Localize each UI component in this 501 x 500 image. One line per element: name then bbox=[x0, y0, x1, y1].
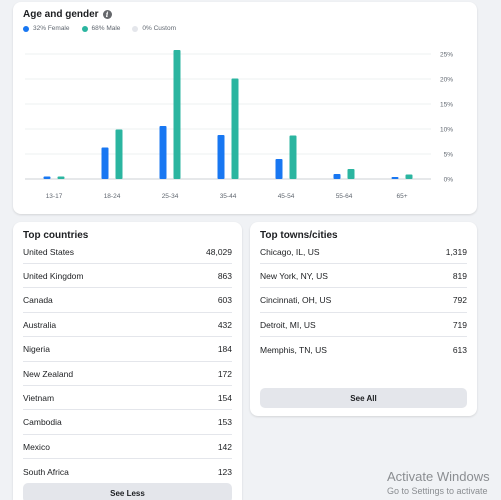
x-tick-label: 65+ bbox=[396, 193, 407, 200]
top-cities-card: Top towns/cities Chicago, IL, US 1,319 New… bbox=[250, 222, 477, 416]
x-tick-label: 18-24 bbox=[104, 193, 121, 200]
list-item-name: South Africa bbox=[23, 466, 69, 477]
bar-male-25-34[interactable] bbox=[173, 50, 181, 179]
x-tick-label: 45-54 bbox=[278, 193, 295, 200]
list-item-value: 603 bbox=[217, 295, 232, 306]
x-tick-label: 13-17 bbox=[46, 193, 63, 200]
bar-female-55-64[interactable] bbox=[333, 174, 341, 179]
legend-label-custom: 0% Custom bbox=[142, 25, 177, 32]
list-item-value: 172 bbox=[217, 368, 232, 379]
list-item-name: Vietnam bbox=[23, 392, 55, 403]
list-item: South Africa 123 bbox=[23, 460, 232, 484]
list-item-name: Chicago, IL, US bbox=[260, 246, 320, 257]
see-less-button[interactable]: See Less bbox=[23, 483, 232, 500]
bar-female-13-17[interactable] bbox=[43, 176, 51, 180]
list-item: Nigeria 184 bbox=[23, 338, 232, 362]
legend-dot-female bbox=[23, 25, 29, 32]
bar-male-35-44[interactable] bbox=[231, 78, 239, 180]
list-item: New Zealand 172 bbox=[23, 362, 232, 386]
list-item-name: Detroit, MI, US bbox=[260, 319, 316, 330]
bar-female-18-24[interactable] bbox=[101, 147, 109, 180]
list-item: United Kingdom 863 bbox=[23, 264, 232, 289]
list-item: United States 48,029 bbox=[23, 240, 232, 264]
y-tick-label: 10% bbox=[440, 127, 453, 134]
bar-female-65+[interactable] bbox=[391, 177, 399, 179]
legend-label-female: 32% Female bbox=[33, 25, 70, 32]
bar-male-18-24[interactable] bbox=[115, 129, 123, 180]
y-tick-label: 5% bbox=[444, 152, 454, 159]
list-item-name: Nigeria bbox=[23, 344, 50, 355]
list-item-value: 142 bbox=[217, 441, 232, 452]
x-tick-label: 25-34 bbox=[162, 193, 179, 200]
list-item-value: 719 bbox=[452, 319, 467, 330]
list-item: Memphis, TN, US 613 bbox=[260, 338, 467, 362]
legend-item-male: 68% Male bbox=[81, 25, 121, 32]
list-item: Mexico 142 bbox=[23, 435, 232, 460]
x-tick-label: 35-44 bbox=[220, 193, 237, 200]
bar-male-55-64[interactable] bbox=[347, 169, 355, 179]
bar-male-45-54[interactable] bbox=[289, 135, 297, 180]
legend-item-female: 32% Female bbox=[23, 25, 70, 32]
chart-legend: 32% Female 68% Male 0% Custom bbox=[23, 25, 176, 32]
list-item-value: 184 bbox=[217, 344, 232, 355]
watermark-subtitle: Go to Settings to activate bbox=[387, 486, 488, 496]
top-cities-title: Top towns/cities bbox=[260, 230, 338, 241]
list-item-name: Memphis, TN, US bbox=[260, 344, 327, 355]
see-all-button[interactable]: See All bbox=[260, 388, 467, 408]
info-icon[interactable]: i bbox=[102, 10, 112, 19]
list-item-value: 792 bbox=[452, 295, 467, 306]
list-item: Vietnam 154 bbox=[23, 386, 232, 411]
y-tick-label: 0% bbox=[444, 177, 454, 184]
legend-dot-male bbox=[81, 25, 88, 32]
bar-male-13-17[interactable] bbox=[57, 176, 65, 180]
list-item-name: United States bbox=[23, 246, 75, 257]
age-gender-title-text: Age and gender bbox=[23, 9, 99, 20]
age-gender-chart: 25% 20% 15% 10% 5% 0% 13-17 18-24 25-34 35-44 45-5… bbox=[25, 50, 454, 200]
list-item-name: New York, NY, US bbox=[260, 270, 328, 281]
list-item-name: Australia bbox=[23, 319, 57, 330]
list-item-name: Cambodia bbox=[23, 417, 62, 428]
y-tick-label: 15% bbox=[440, 102, 453, 109]
list-item-value: 153 bbox=[217, 417, 232, 428]
watermark-title: Activate Windows bbox=[387, 469, 490, 484]
list-item: Canada 603 bbox=[23, 289, 232, 313]
list-item: Australia 432 bbox=[23, 313, 232, 338]
list-item-value: 154 bbox=[217, 392, 232, 403]
bar-female-25-34[interactable] bbox=[159, 126, 167, 179]
list-item-name: Mexico bbox=[23, 441, 50, 452]
list-item-name: Canada bbox=[23, 295, 53, 306]
bar-female-45-54[interactable] bbox=[275, 159, 283, 179]
bar-male-65+[interactable] bbox=[405, 174, 413, 180]
legend-label-male: 68% Male bbox=[91, 25, 121, 32]
list-item-name: New Zealand bbox=[23, 368, 74, 379]
list-item: Detroit, MI, US 719 bbox=[260, 313, 467, 338]
list-item-value: 863 bbox=[217, 270, 232, 281]
age-gender-title: Age and gender i bbox=[23, 9, 112, 20]
activate-windows-watermark: Activate Windows Go to Settings to activ… bbox=[387, 469, 490, 496]
y-tick-label: 20% bbox=[440, 77, 453, 84]
bar-female-35-44[interactable] bbox=[217, 135, 225, 179]
x-tick-label: 55-64 bbox=[336, 193, 353, 200]
top-countries-title: Top countries bbox=[23, 230, 89, 241]
list-item-value: 819 bbox=[452, 270, 467, 281]
top-countries-card: Top countries United States 48,029 United … bbox=[13, 222, 242, 500]
list-item-value: 1,319 bbox=[445, 246, 467, 257]
list-item: Chicago, IL, US 1,319 bbox=[260, 240, 467, 264]
list-item: New York, NY, US 819 bbox=[260, 264, 467, 289]
list-item-value: 48,029 bbox=[206, 246, 232, 257]
list-item: Cincinnati, OH, US 792 bbox=[260, 289, 467, 313]
legend-item-custom: 0% Custom bbox=[132, 25, 176, 32]
list-item-name: United Kingdom bbox=[23, 270, 84, 281]
y-tick-label: 25% bbox=[440, 52, 453, 59]
list-item-name: Cincinnati, OH, US bbox=[260, 295, 332, 306]
list-item: Cambodia 153 bbox=[23, 411, 232, 435]
legend-dot-custom bbox=[132, 25, 139, 32]
list-item-value: 613 bbox=[452, 344, 467, 355]
age-gender-card: Age and gender i 32% Female 68% Male 0% … bbox=[13, 2, 477, 214]
list-item-value: 123 bbox=[217, 466, 232, 477]
list-item-value: 432 bbox=[217, 319, 232, 330]
